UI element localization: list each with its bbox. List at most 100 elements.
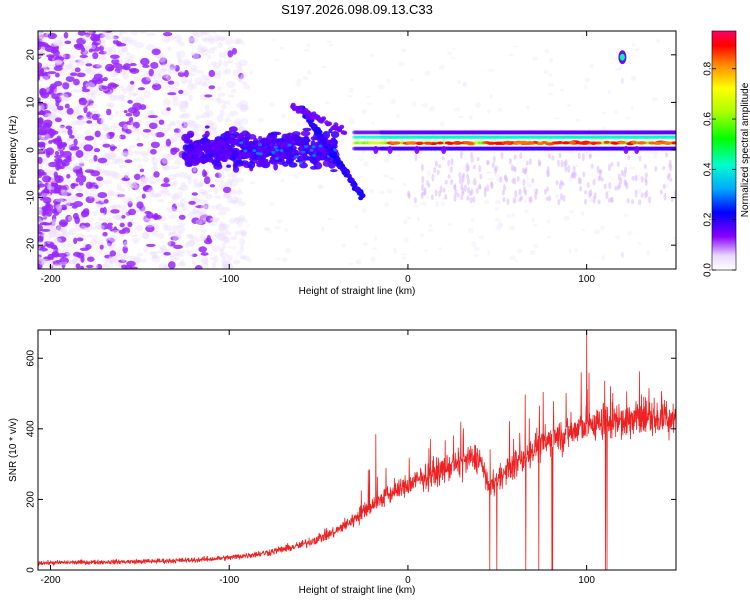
spectrogram-cell bbox=[297, 138, 303, 146]
spectrogram-cell bbox=[129, 80, 135, 85]
spectrogram-cell bbox=[470, 217, 475, 222]
spectrogram-cell bbox=[229, 155, 237, 161]
spectrogram-cell bbox=[62, 53, 71, 60]
spectrogram-cell bbox=[192, 178, 198, 185]
spectrogram-cell bbox=[161, 164, 169, 171]
spectrogram-cell bbox=[38, 62, 43, 69]
spectrogram-cell bbox=[450, 179, 454, 185]
spectrogram-cell bbox=[46, 169, 54, 177]
spectrogram-cell bbox=[173, 244, 183, 249]
spectrogram-cell bbox=[463, 141, 474, 145]
spectrogram-cell bbox=[449, 56, 456, 60]
spectrogram-cell bbox=[630, 141, 638, 144]
spectrogram-cell bbox=[212, 46, 218, 51]
spectrogram-cell bbox=[160, 68, 169, 72]
spectrogram-cell bbox=[140, 73, 151, 78]
spectrogram-cell bbox=[226, 164, 231, 168]
spectrogram-cell bbox=[184, 148, 194, 153]
spectrogram-cell bbox=[176, 249, 186, 254]
spectrogram-cell bbox=[107, 152, 116, 160]
spectrogram-cell bbox=[187, 211, 195, 220]
spectrogram-cell bbox=[226, 196, 233, 204]
spectrogram-cell bbox=[318, 144, 323, 148]
spectrogram-cell bbox=[573, 248, 579, 253]
spectrogram-cell bbox=[174, 65, 180, 72]
spectrogram-cell bbox=[147, 114, 158, 119]
spectrogram-cell bbox=[581, 34, 587, 41]
spectrogram-cell bbox=[159, 188, 169, 194]
spectrogram-cell bbox=[68, 261, 77, 265]
spectrogram-cell bbox=[135, 209, 144, 214]
spectrogram-cell bbox=[143, 156, 149, 163]
spectrogram-cell bbox=[428, 105, 436, 112]
spectrogram-cell bbox=[483, 186, 487, 192]
spectrogram-cell bbox=[501, 189, 505, 196]
spectrogram-cell bbox=[400, 253, 408, 256]
spectrogram-cell bbox=[77, 31, 87, 36]
spectrogram-cell bbox=[96, 224, 105, 230]
spectrogram-cell bbox=[388, 138, 393, 142]
spectrogram-cell bbox=[142, 184, 153, 193]
spectrogram-cell bbox=[38, 264, 43, 269]
spectrogram-cell bbox=[421, 183, 424, 191]
spectrogram-cell bbox=[128, 208, 137, 216]
spectrogram-cell bbox=[303, 48, 311, 52]
spectrogram-cell bbox=[532, 244, 539, 249]
spectrogram-cell bbox=[602, 126, 607, 132]
spectrogram-cell bbox=[123, 56, 134, 61]
spectrogram-cell bbox=[204, 130, 210, 137]
spectrogram-cell bbox=[121, 87, 128, 95]
spectrogram-cell bbox=[453, 141, 462, 144]
spectrogram-cell bbox=[209, 256, 216, 260]
spectrogram-cell bbox=[508, 158, 512, 165]
spectrogram-cell bbox=[439, 185, 443, 193]
spectrogram-cell bbox=[84, 189, 89, 197]
spectrogram-cell bbox=[227, 94, 235, 98]
spectrogram-cell bbox=[644, 179, 648, 186]
spectrogram-cell bbox=[145, 243, 156, 247]
spectrogram-cell bbox=[200, 31, 208, 36]
spectrogram-cell bbox=[66, 63, 72, 71]
spectrogram-cell bbox=[200, 252, 209, 256]
spectrogram-cell bbox=[76, 187, 84, 191]
spectrogram-cell bbox=[183, 120, 189, 127]
spectrogram-cell bbox=[336, 127, 342, 132]
spectrogram-cell bbox=[187, 119, 192, 126]
spectrogram-cell bbox=[84, 169, 95, 174]
spectrogram-cell bbox=[284, 148, 293, 154]
spectrogram-cell bbox=[462, 81, 468, 87]
spectrogram-cell bbox=[59, 261, 68, 266]
spectrogram-cell bbox=[224, 231, 233, 236]
spectrogram-cell bbox=[115, 135, 122, 139]
spectrogram-cell bbox=[438, 164, 442, 169]
spectrogram-cell bbox=[72, 255, 78, 264]
spectrogram-cell bbox=[57, 253, 68, 258]
spectrogram-cell bbox=[503, 183, 506, 192]
spectrogram-cell bbox=[93, 141, 98, 148]
spectrogram-cell bbox=[167, 241, 176, 247]
spectrogram-cell bbox=[38, 249, 44, 255]
spectrogram-cell bbox=[66, 137, 77, 142]
spectrogram-cell bbox=[191, 208, 197, 215]
spectrogram-cell bbox=[221, 223, 230, 228]
spectrogram-cell bbox=[626, 230, 633, 236]
spectrogram-cell bbox=[150, 156, 155, 161]
spectrogram-cell bbox=[50, 42, 58, 48]
spectrogram-cell bbox=[229, 110, 238, 116]
spectrogram-cell bbox=[646, 250, 650, 256]
spectrogram-cell bbox=[93, 147, 101, 153]
spectrogram-cell bbox=[555, 180, 559, 186]
spectrogram-cell bbox=[512, 197, 516, 204]
spectrogram-cell bbox=[619, 53, 625, 61]
spectrogram-cell bbox=[218, 59, 223, 67]
spectrogram-cell bbox=[439, 121, 445, 127]
spectrogram-cell bbox=[626, 117, 631, 120]
spectrogram-cell bbox=[123, 171, 131, 179]
spectrogram-cell bbox=[620, 78, 624, 84]
spectrogram-cell bbox=[615, 67, 622, 71]
spectrogram-cell bbox=[85, 32, 91, 38]
spectrogram-cell bbox=[519, 140, 528, 144]
spectrogram-cell bbox=[189, 160, 200, 166]
colorbar-tick-label: 0.8 bbox=[703, 61, 714, 75]
spectrogram-cell bbox=[441, 156, 445, 161]
